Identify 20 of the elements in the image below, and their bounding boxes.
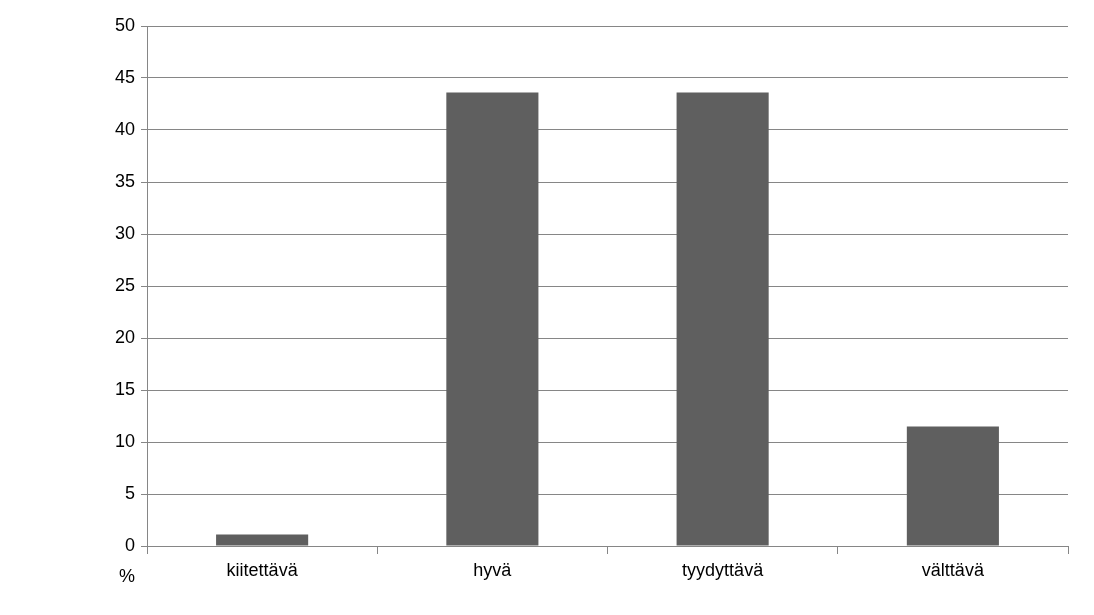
y-tick-label: 0	[124, 534, 135, 555]
y-tick-label: 10	[114, 430, 135, 451]
y-tick-label: 25	[114, 274, 135, 295]
y-tick-label: 45	[114, 66, 135, 87]
y-tick-label: 15	[114, 378, 135, 399]
y-tick-label: 20	[114, 326, 135, 347]
x-tick-label: välttävä	[921, 559, 985, 580]
y-tick-label: 50	[114, 14, 135, 35]
bar	[906, 426, 999, 546]
y-tick-label: 5	[124, 482, 135, 503]
bar	[216, 534, 309, 546]
bar	[446, 92, 539, 546]
x-tick-label: hyvä	[473, 559, 513, 580]
bar	[676, 92, 769, 546]
y-tick-label: 35	[114, 170, 135, 191]
x-tick-label: kiitettävä	[226, 559, 299, 580]
y-tick-label: 40	[114, 118, 135, 139]
y-axis-title: %	[118, 565, 135, 586]
y-tick-label: 30	[114, 222, 135, 243]
x-tick-label: tyydyttävä	[682, 559, 765, 580]
